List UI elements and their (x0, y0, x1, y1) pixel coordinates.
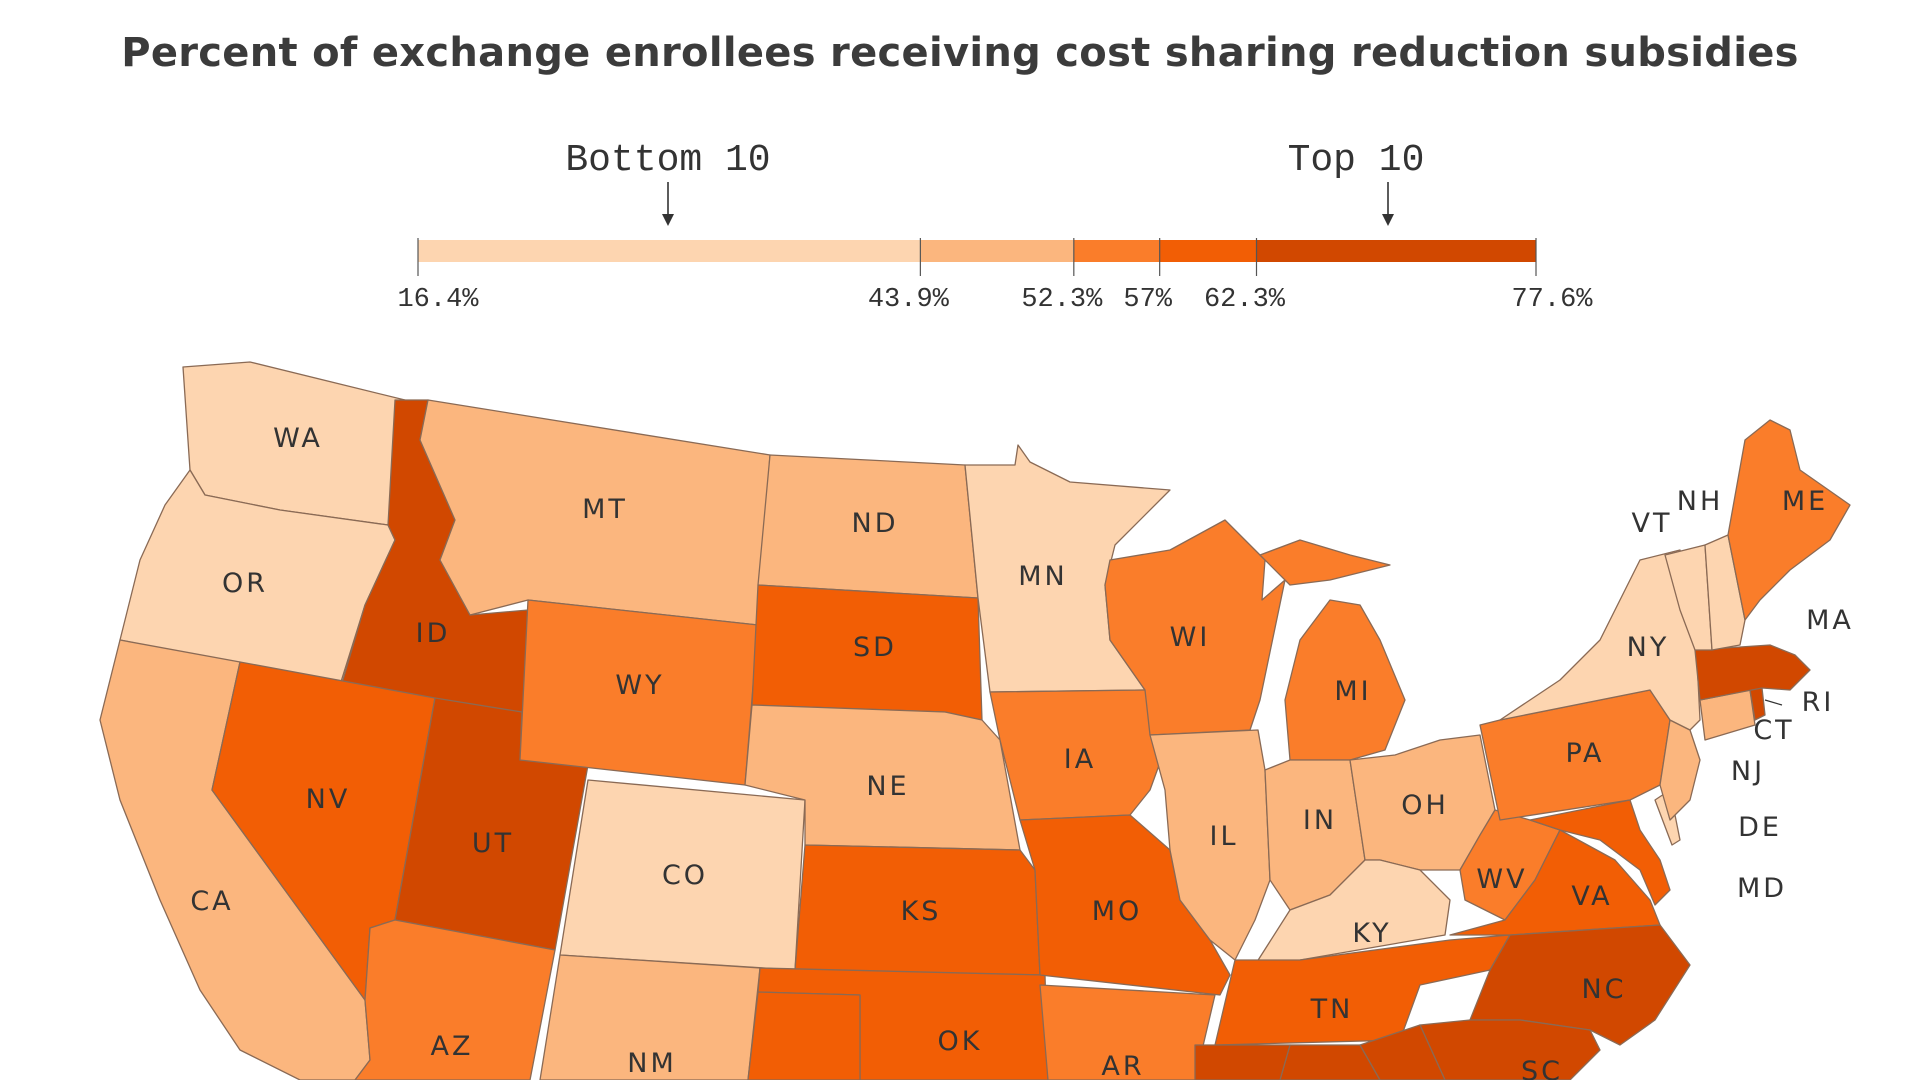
state-label-vt: VT (1632, 508, 1673, 539)
state-label-nc: NC (1581, 974, 1626, 1005)
legend-tick-label-0: 16.4% (397, 285, 479, 315)
state-label-tn: TN (1310, 994, 1354, 1025)
legend: Bottom 10 Top 10 16.4% 43.9% 52.3% 57% 62.3%… (397, 139, 1593, 315)
state-tx (747, 991, 861, 1080)
state-label-sd: SD (853, 632, 897, 663)
state-label-me: ME (1782, 486, 1828, 517)
state-label-md: MD (1737, 873, 1787, 904)
state-label-co: CO (662, 860, 708, 891)
legend-bin-0 (418, 240, 921, 262)
state-label-ma: MA (1806, 605, 1854, 636)
legend-top-label: Top 10 (1288, 139, 1425, 182)
state-label-nm: NM (627, 1048, 677, 1079)
state-mi (1259, 539, 1406, 761)
state-ma (1694, 644, 1811, 701)
states-layer (99, 361, 1851, 1080)
state-label-nv: NV (306, 784, 351, 815)
legend-top-arrow (1382, 182, 1394, 226)
state-label-ky: KY (1352, 918, 1391, 949)
state-mo (1019, 814, 1231, 996)
state-az (354, 919, 556, 1080)
state-ms (1194, 1044, 1291, 1080)
state-nm (539, 954, 761, 1080)
legend-bin-2 (1073, 240, 1160, 262)
state-label-in: IN (1303, 805, 1337, 836)
legend-tick-label-4: 62.3% (1204, 285, 1286, 315)
legend-bins (418, 240, 1536, 262)
state-label-wv: WV (1476, 864, 1527, 895)
state-label-mn: MN (1018, 561, 1068, 592)
state-label-de: DE (1738, 812, 1782, 843)
legend-bottom-arrow (662, 182, 674, 226)
legend-bin-3 (1159, 240, 1257, 262)
state-me (1727, 419, 1851, 621)
state-label-ut: UT (472, 828, 514, 859)
state-label-ks: KS (901, 896, 942, 927)
state-label-pa: PA (1565, 738, 1604, 769)
state-label-ne: NE (866, 771, 909, 802)
state-wi (1104, 519, 1286, 736)
state-label-sc: SC (1521, 1056, 1563, 1080)
state-label-nj: NJ (1731, 756, 1765, 787)
legend-tick-label-5: 77.6% (1511, 285, 1593, 315)
state-label-wa: WA (273, 423, 323, 454)
state-label-mt: MT (582, 494, 628, 525)
state-label-nh: NH (1677, 486, 1724, 517)
state-label-va: VA (1571, 881, 1612, 912)
state-label-ri: RI (1802, 687, 1835, 718)
legend-bottom-label: Bottom 10 (565, 139, 770, 182)
state-ga (1359, 1024, 1446, 1080)
state-label-mi: MI (1334, 676, 1371, 707)
map-title: Percent of exchange enrollees receiving … (121, 30, 1799, 76)
state-label-ca: CA (190, 886, 233, 917)
state-label-ar: AR (1101, 1051, 1144, 1080)
state-label-mo: MO (1092, 896, 1143, 927)
legend-bin-4 (1256, 240, 1536, 262)
state-label-ny: NY (1627, 632, 1670, 663)
state-vt (1664, 544, 1713, 651)
state-ar (1039, 984, 1216, 1080)
state-label-ct: CT (1753, 715, 1794, 746)
state-label-id: ID (416, 618, 451, 649)
state-md (1529, 799, 1671, 906)
state-sc (1419, 1019, 1601, 1080)
legend-ticks: 16.4% 43.9% 52.3% 57% 62.3% 77.6% (397, 238, 1593, 315)
state-label-wy: WY (615, 670, 664, 701)
state-nh (1704, 534, 1746, 651)
legend-tick-label-1: 43.9% (868, 285, 950, 315)
legend-tick-label-3: 57% (1123, 285, 1172, 315)
state-label-ia: IA (1064, 744, 1096, 775)
labels-layer: WA OR CA ID NV UT AZ MT WY CO NM ND SD NE KS OK MN IA MO AR… (190, 423, 1854, 1080)
state-label-or: OR (222, 568, 268, 599)
legend-tick-label-2: 52.3% (1021, 285, 1103, 315)
state-label-oh: OH (1401, 790, 1449, 821)
legend-bin-1 (920, 240, 1074, 262)
state-label-wi: WI (1170, 622, 1211, 653)
leader-lines (1764, 699, 1783, 706)
state-label-il: IL (1209, 821, 1238, 852)
state-label-az: AZ (431, 1031, 474, 1062)
state-label-ok: OK (938, 1026, 983, 1057)
state-label-nd: ND (852, 508, 899, 539)
